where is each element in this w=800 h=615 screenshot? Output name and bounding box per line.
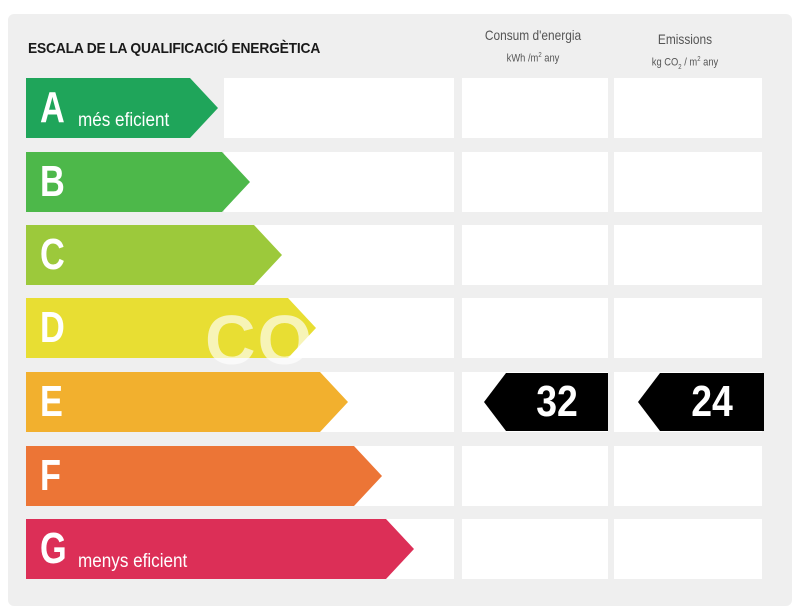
energy-cell — [462, 519, 608, 579]
rating-letter: D — [40, 303, 65, 352]
emissions-column-title: Emissions — [657, 31, 713, 47]
energy-value-badge: 32 — [536, 377, 578, 426]
energy-cell — [462, 225, 608, 285]
rating-row-background — [224, 78, 454, 138]
rating-sublabel: menys eficient — [78, 551, 188, 572]
energy-column-unit: kWh /m2 any — [506, 52, 560, 65]
emissions-value-badge: 24 — [691, 377, 733, 426]
rating-letter: E — [40, 377, 63, 426]
energy-column-header: Consum d'energia kWh /m2 any — [458, 26, 608, 67]
rating-arrow-d — [26, 298, 316, 358]
energy-value-badge-shape — [484, 373, 608, 431]
emissions-cell — [614, 152, 762, 212]
energy-cell — [462, 298, 608, 358]
emissions-cell — [614, 519, 762, 579]
rating-arrow-e — [26, 372, 348, 432]
rating-row-background — [224, 152, 454, 212]
rating-letter: A — [40, 83, 65, 132]
rating-arrow-b — [26, 152, 250, 212]
energy-cell — [462, 446, 608, 506]
rating-letter: C — [40, 230, 65, 279]
emissions-cell — [614, 298, 762, 358]
scale-title: ESCALA DE LA QUALIFICACIÓ ENERGÈTICA — [28, 40, 321, 57]
emissions-column-header: Emissions kg CO2 / m2 any — [610, 30, 760, 76]
emissions-column-unit: kg CO2 / m2 any — [651, 56, 719, 71]
rating-arrow-c — [26, 225, 282, 285]
rating-letter: F — [40, 451, 61, 500]
emissions-cell — [614, 225, 762, 285]
emissions-cell — [614, 446, 762, 506]
emissions-cell — [614, 78, 762, 138]
rating-letter: G — [40, 524, 67, 573]
rating-arrow-a — [26, 78, 218, 138]
rating-arrow-g — [26, 519, 414, 579]
emissions-value-badge-shape — [638, 373, 764, 431]
rating-letter: B — [40, 157, 65, 206]
energy-column-title: Consum d'energia — [484, 27, 582, 43]
watermark-text: CO — [205, 301, 314, 379]
energy-cell — [462, 152, 608, 212]
energy-cell — [462, 78, 608, 138]
rating-arrow-f — [26, 446, 382, 506]
rating-sublabel: més eficient — [78, 110, 170, 131]
